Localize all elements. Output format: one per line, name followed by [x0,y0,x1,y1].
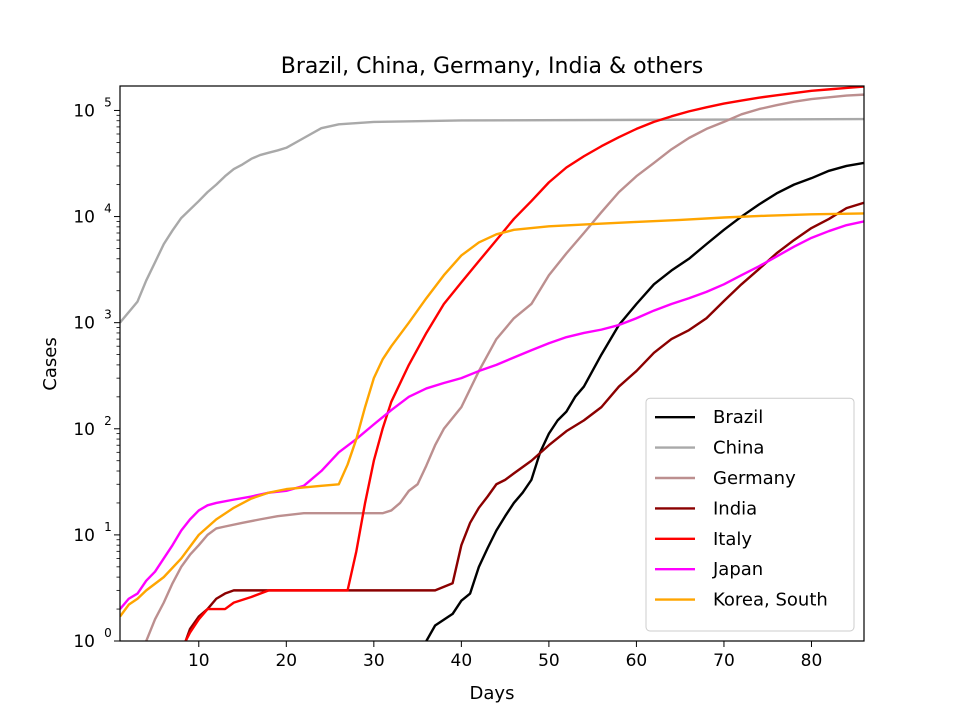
x-tick-label: 70 [713,651,735,671]
series-line-india [184,201,864,641]
legend-frame [645,397,855,632]
y-tick-exponent: 2 [104,414,112,428]
x-tick-label: 60 [626,651,648,671]
x-axis-label: Days [470,683,515,704]
y-axis: 10 0 10 1 10 2 10 3 10 4 10 5 [73,95,120,652]
chart-title: Brazil, China, Germany, India & others [281,54,704,79]
plot-frame [119,85,865,642]
legend-label: Korea, South [713,590,828,611]
y-tick-label: 10 [73,101,95,121]
y-tick-label: 10 [73,632,95,652]
x-tick-label: 30 [363,651,385,671]
y-tick-exponent: 0 [104,626,112,640]
legend-label: India [713,498,757,519]
x-tick-label: 80 [801,651,823,671]
x-tick-label: 20 [275,651,297,671]
x-tick-label: 10 [188,651,210,671]
y-tick-exponent: 1 [104,520,112,534]
legend-label: Brazil [713,407,763,428]
series-line-china [120,117,864,324]
y-tick-label: 10 [73,526,95,546]
series-line-italy [184,86,864,641]
legend-label: Japan [712,559,763,580]
y-tick-exponent: 3 [104,308,112,322]
legend-label: Germany [713,468,796,489]
series-line-japan [120,220,864,610]
x-axis: 10 20 30 40 50 60 70 80 [188,641,822,671]
legend-label: China [713,438,764,459]
y-tick-label: 10 [73,420,95,440]
legend-label: Italy [713,529,752,550]
series-line-germany [145,93,864,641]
series-layer [120,86,864,641]
y-tick-exponent: 5 [104,95,112,109]
x-tick-label: 40 [451,651,473,671]
y-tick-label: 10 [73,208,95,228]
y-tick-exponent: 4 [104,202,112,216]
y-axis-label: Cases [40,337,61,390]
x-tick-label: 50 [538,651,560,671]
series-line-brazil [425,161,864,641]
series-line-korea-south [120,212,864,618]
y-tick-label: 10 [73,314,95,334]
legend: Brazil China Germany India Italy Japan Korea, … [645,397,855,632]
